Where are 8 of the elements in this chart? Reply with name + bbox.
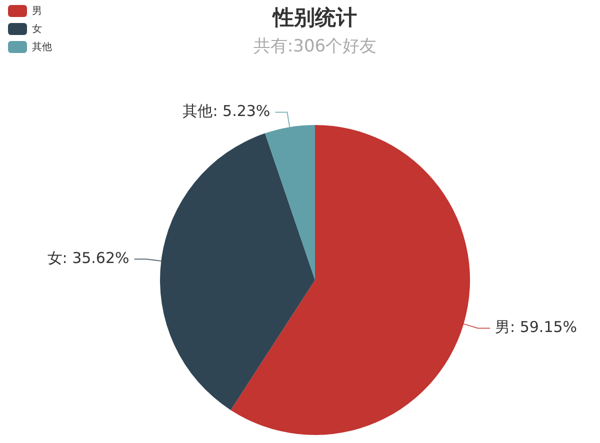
data-label: 女: 35.62% [47,249,130,268]
legend-label: 女 [32,23,42,36]
legend-label: 其他 [32,41,52,54]
text: 共有:306个好友 [253,36,377,56]
chart-title: 性别统计 [271,5,357,30]
legend-label: 男 [32,6,42,18]
data-label: 男: 59.15% [495,318,578,336]
data-label: 其他: 5.23% [182,102,270,120]
